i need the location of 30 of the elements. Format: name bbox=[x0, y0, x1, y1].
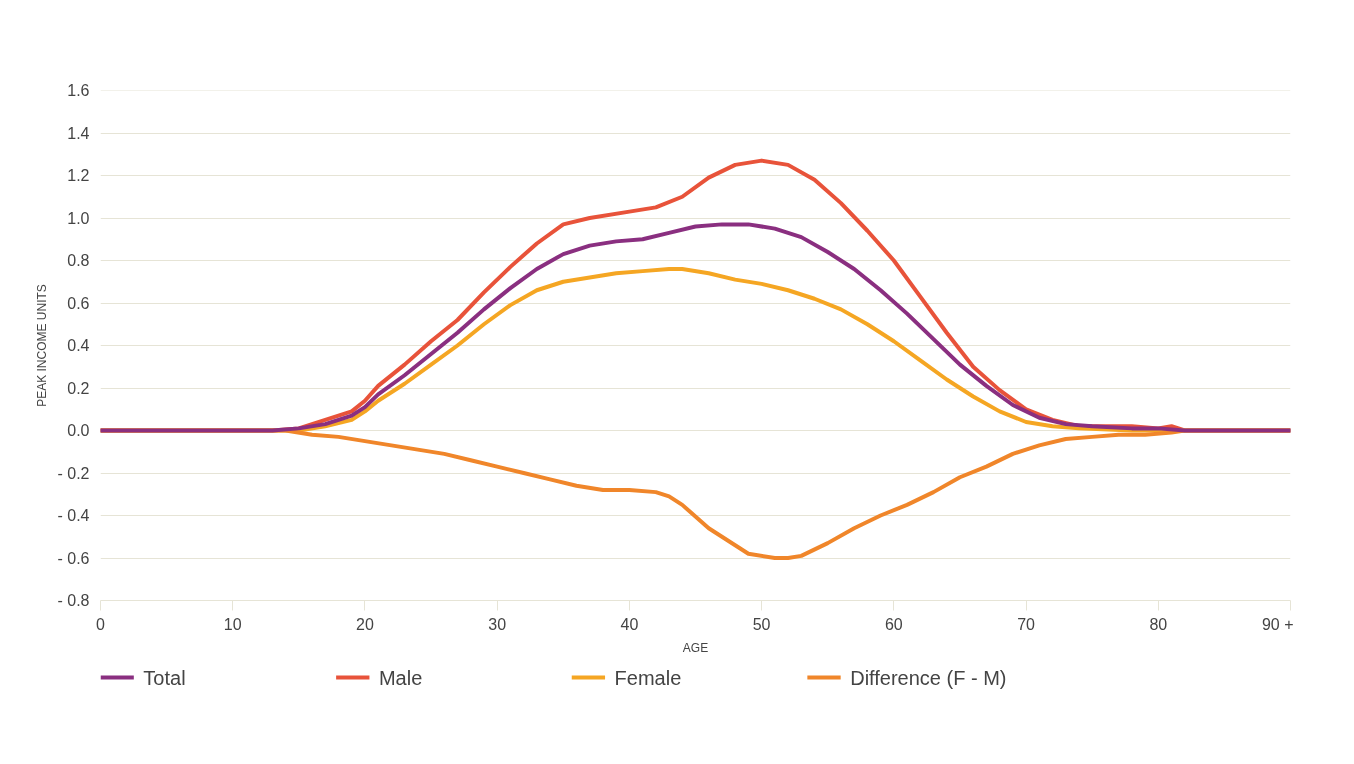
x-tick-label: 80 bbox=[1149, 615, 1168, 633]
y-tick-label: 0.0 bbox=[67, 422, 90, 439]
y-tick-label: - 0.8 bbox=[57, 592, 90, 609]
x-tick-label: 60 bbox=[884, 615, 903, 633]
y-tick-label: 0.6 bbox=[67, 294, 90, 312]
legend-label: Total bbox=[143, 666, 186, 689]
legend-label: Male bbox=[378, 666, 423, 689]
y-tick-label: 1.0 bbox=[67, 209, 90, 227]
legend-label: Difference (F - M) bbox=[850, 666, 1007, 689]
x-tick-label: 50 bbox=[752, 615, 771, 633]
y-tick-label: 1.6 bbox=[67, 82, 90, 99]
y-tick-label: 0.2 bbox=[67, 379, 90, 397]
y-tick-label: 1.4 bbox=[67, 124, 90, 142]
y-tick-label: - 0.2 bbox=[57, 464, 90, 482]
y-axis-title: PEAK INCOME UNITS bbox=[35, 284, 50, 407]
x-tick-label: 40 bbox=[620, 615, 639, 633]
y-tick-label: 0.4 bbox=[67, 337, 90, 354]
y-tick-label: - 0.6 bbox=[57, 549, 90, 567]
x-tick-label: 30 bbox=[488, 615, 507, 633]
legend-label: Female bbox=[614, 666, 682, 689]
x-tick-label: 70 bbox=[1017, 615, 1036, 633]
y-tick-label: 0.8 bbox=[67, 252, 90, 269]
y-tick-label: 1.2 bbox=[67, 167, 90, 184]
x-axis-title: AGE bbox=[682, 640, 709, 655]
x-tick-label: 10 bbox=[223, 615, 242, 633]
y-tick-label: - 0.4 bbox=[57, 507, 90, 524]
x-tick-label: 0 bbox=[96, 615, 106, 633]
line-series bbox=[98, 222, 1293, 433]
x-tick-label: 90 + bbox=[1261, 615, 1294, 633]
x-tick-label: 20 bbox=[356, 615, 374, 633]
